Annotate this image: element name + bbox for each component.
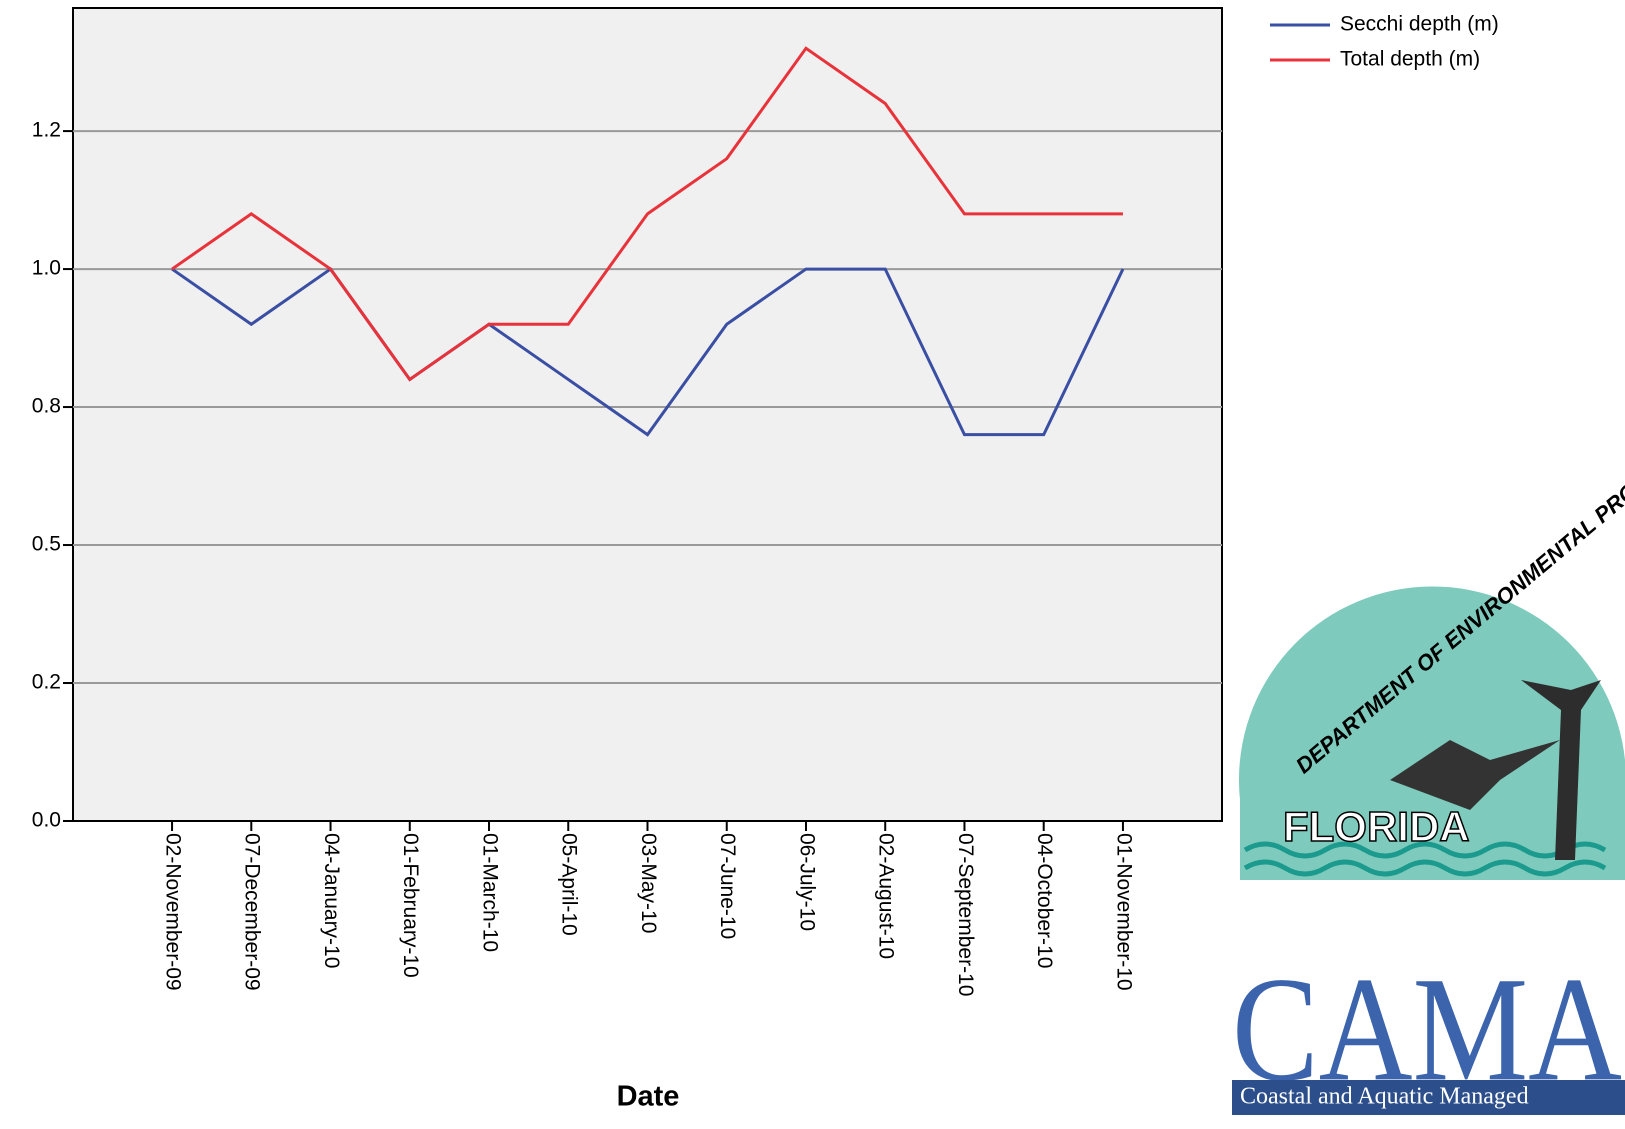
x-tick-label: 07-June-10	[716, 833, 739, 939]
legend-label: Secchi depth (m)	[1340, 13, 1499, 36]
x-tick-label: 07-September-10	[954, 833, 977, 996]
x-tick-label: 04-January-10	[320, 833, 343, 968]
x-tick-label: 01-March-10	[478, 833, 501, 952]
logo-caption: Coastal and Aquatic Managed	[1240, 1084, 1529, 1110]
y-tick-label: 1.0	[32, 257, 61, 280]
x-tick-label: 07-December-09	[241, 833, 264, 991]
logo-state: FLORIDA	[1283, 803, 1470, 850]
x-axis-title: Date	[617, 1081, 680, 1113]
y-tick-label: 0.2	[32, 671, 61, 694]
logo: DEPARTMENT OF ENVIRONMENTAL PROTECTION F…	[1232, 415, 1625, 1115]
y-tick-label: 1.2	[32, 119, 61, 142]
logo-waves	[1243, 841, 1607, 877]
logo-bird	[1390, 740, 1560, 810]
y-tick-label: 0.8	[32, 395, 61, 418]
x-tick-label: 03-May-10	[637, 833, 660, 933]
plot-area	[72, 7, 1223, 822]
legend-label: Total depth (m)	[1340, 48, 1480, 71]
logo-palm	[1521, 680, 1601, 860]
x-tick-label: 02-August-10	[875, 833, 898, 959]
x-tick-label: 01-February-10	[399, 833, 422, 978]
logo-caption-bg	[1232, 1080, 1625, 1115]
x-tick-label: 05-April-10	[558, 833, 581, 936]
x-tick-label: 06-July-10	[795, 833, 818, 931]
x-tick-label: 04-October-10	[1033, 833, 1056, 968]
y-tick-label: 0.5	[32, 533, 61, 556]
series-line	[171, 46, 1123, 382]
logo-disc	[1238, 586, 1625, 880]
grid	[73, 130, 1222, 685]
x-tick-label: 02-November-09	[162, 833, 185, 991]
x-tick-label: 01-November-10	[1112, 833, 1135, 991]
y-tick-label: 0.0	[32, 809, 61, 832]
